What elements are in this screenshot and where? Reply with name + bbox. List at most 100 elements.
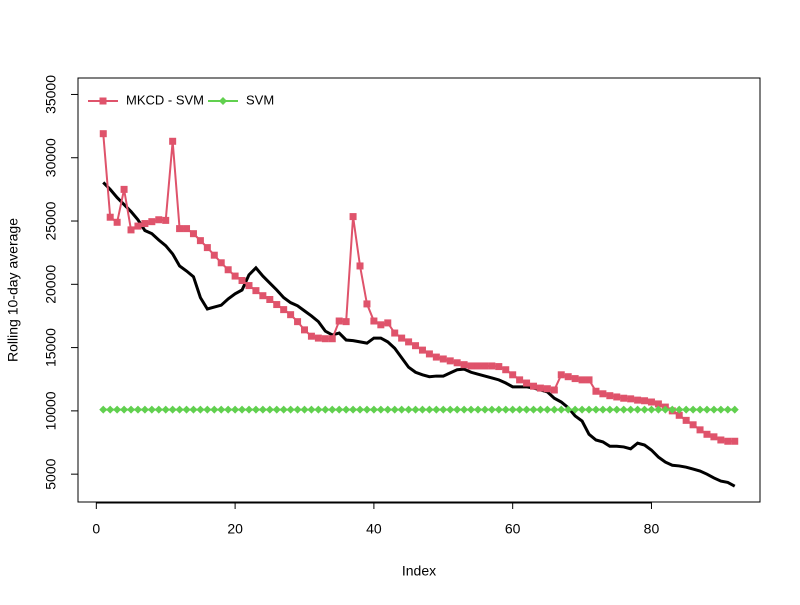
data-point xyxy=(730,405,739,414)
data-point xyxy=(703,430,711,438)
data-point xyxy=(321,335,329,343)
data-point xyxy=(140,405,149,414)
data-point xyxy=(147,405,156,414)
data-point xyxy=(231,272,239,280)
data-point xyxy=(293,405,302,414)
data-point xyxy=(196,405,205,414)
data-point xyxy=(481,362,489,370)
data-point xyxy=(605,405,614,414)
data-point xyxy=(585,376,593,384)
data-point xyxy=(599,390,607,398)
data-point xyxy=(508,405,517,414)
data-point xyxy=(405,338,413,346)
data-point xyxy=(244,405,253,414)
x-axis-label: Index xyxy=(402,563,436,579)
x-tick-label: 0 xyxy=(92,521,100,537)
y-tick-label: 35000 xyxy=(43,75,59,114)
data-point xyxy=(349,405,358,414)
data-point xyxy=(480,405,489,414)
x-tick-label: 60 xyxy=(505,521,521,537)
data-point xyxy=(245,282,253,290)
data-point xyxy=(710,433,718,441)
data-point xyxy=(716,405,725,414)
data-point xyxy=(273,301,281,309)
legend-label: SVM xyxy=(246,92,274,107)
data-point xyxy=(723,405,732,414)
data-point xyxy=(654,400,662,408)
data-point xyxy=(286,405,295,414)
data-point xyxy=(682,405,691,414)
data-point xyxy=(709,405,718,414)
data-point xyxy=(279,405,288,414)
data-point xyxy=(390,405,399,414)
data-point xyxy=(335,405,344,414)
data-point xyxy=(453,359,461,367)
x-tick-label: 80 xyxy=(644,521,660,537)
data-point xyxy=(717,436,725,444)
data-point xyxy=(647,398,655,406)
data-point xyxy=(606,392,614,400)
data-point xyxy=(661,405,670,414)
data-point xyxy=(633,405,642,414)
data-point xyxy=(543,385,551,393)
data-point xyxy=(300,405,309,414)
data-point xyxy=(189,230,197,238)
data-point xyxy=(398,334,406,342)
data-point xyxy=(453,405,462,414)
legend-label: MKCD - SVM xyxy=(126,92,204,107)
data-point xyxy=(689,405,698,414)
data-point xyxy=(529,405,538,414)
data-point xyxy=(210,251,218,259)
data-point xyxy=(258,405,267,414)
data-point xyxy=(238,277,246,285)
data-point xyxy=(120,405,129,414)
data-point xyxy=(488,362,496,370)
data-point xyxy=(634,396,642,404)
y-tick-label: 20000 xyxy=(43,265,59,304)
x-tick-label: 20 xyxy=(227,521,243,537)
data-point xyxy=(370,317,378,325)
data-point xyxy=(529,382,537,390)
data-point xyxy=(272,405,281,414)
data-point xyxy=(155,216,163,224)
data-point xyxy=(495,363,503,371)
data-point xyxy=(675,405,684,414)
data-point xyxy=(418,346,426,354)
data-point xyxy=(536,384,544,392)
data-point xyxy=(127,405,136,414)
data-point xyxy=(328,335,336,343)
data-point xyxy=(439,355,447,363)
data-point xyxy=(494,405,503,414)
data-point xyxy=(425,350,433,358)
data-point xyxy=(294,318,302,326)
data-point xyxy=(578,405,587,414)
data-point xyxy=(696,405,705,414)
data-point xyxy=(418,405,427,414)
data-point xyxy=(217,405,226,414)
data-point xyxy=(183,225,191,233)
y-tick-label: 15000 xyxy=(43,328,59,367)
data-point xyxy=(432,353,440,361)
data-point xyxy=(377,321,385,329)
data-point xyxy=(113,405,122,414)
data-point xyxy=(369,405,378,414)
y-axis-label: Rolling 10-day average xyxy=(5,218,21,362)
data-point xyxy=(550,386,558,394)
data-point xyxy=(620,394,628,402)
data-point xyxy=(280,306,288,314)
data-point xyxy=(509,371,517,379)
data-point xyxy=(613,393,621,401)
data-point xyxy=(217,259,225,267)
data-point xyxy=(376,405,385,414)
data-point xyxy=(654,405,663,414)
data-point xyxy=(578,376,586,384)
data-point xyxy=(460,361,468,369)
data-point xyxy=(203,244,211,252)
data-point xyxy=(134,222,142,230)
data-point xyxy=(342,405,351,414)
data-point xyxy=(640,405,649,414)
data-point xyxy=(196,237,204,245)
data-point xyxy=(467,362,475,370)
data-point xyxy=(557,405,566,414)
